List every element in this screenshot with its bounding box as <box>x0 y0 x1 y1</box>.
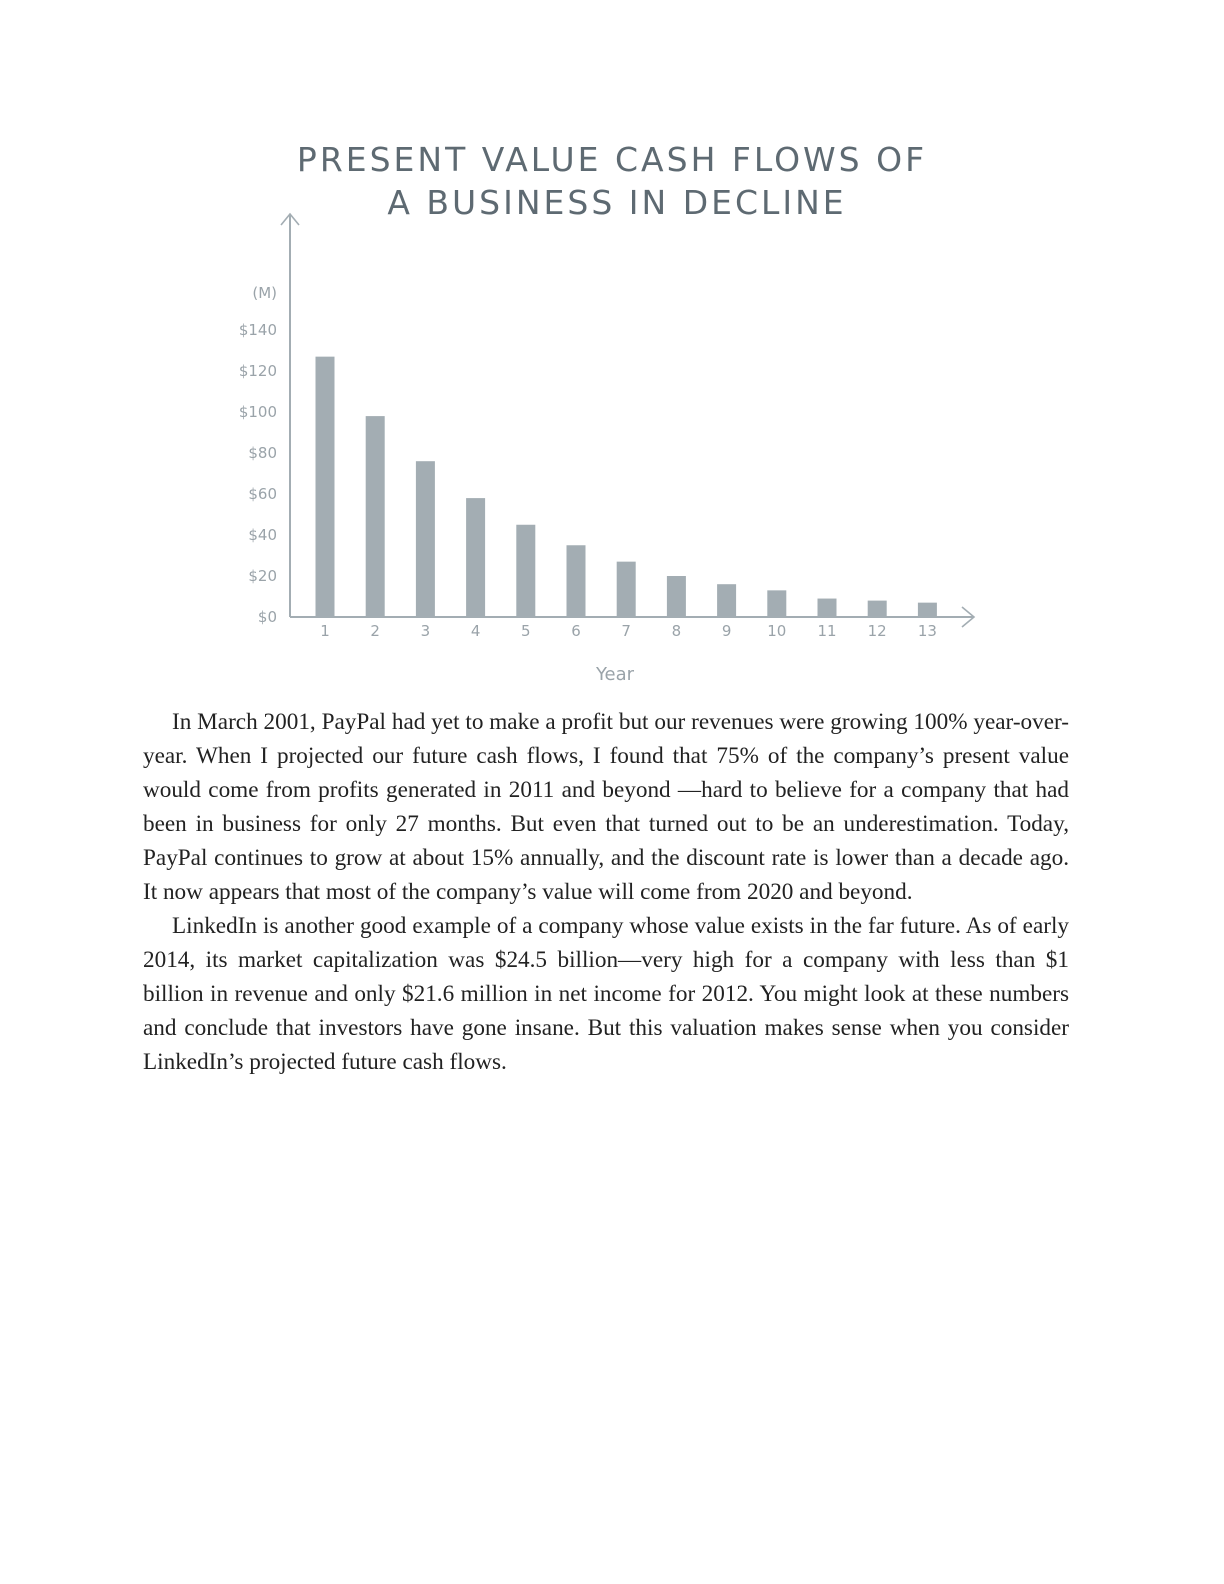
paragraph-linkedin: LinkedIn is another good example of a co… <box>143 913 1069 1075</box>
x-tick-label: 12 <box>868 622 887 640</box>
bar <box>817 598 837 617</box>
y-tick-label: $120 <box>239 362 277 380</box>
chart-title-line-2: A BUSINESS IN DECLINE <box>387 183 847 222</box>
bar <box>717 584 737 617</box>
x-tick-label: 1 <box>320 622 330 640</box>
y-tick-label: $100 <box>239 403 277 421</box>
y-tick-label: $0 <box>258 608 277 626</box>
bar <box>566 545 586 617</box>
y-tick-label: $140 <box>239 321 277 339</box>
x-tick-label: 13 <box>918 622 937 640</box>
x-tick-label: 2 <box>370 622 380 640</box>
bar <box>315 356 335 617</box>
x-tick-label: 9 <box>722 622 732 640</box>
x-tick-label: 8 <box>672 622 682 640</box>
x-tick-label: 4 <box>471 622 481 640</box>
x-tick-label: 7 <box>621 622 631 640</box>
bar <box>365 416 385 617</box>
bar-chart: $0$20$40$60$80$100$120$140 1 2 3 4 5 6 7 8 9 10 11… <box>239 212 976 685</box>
bar <box>516 524 536 617</box>
paragraph-paypal: In March 2001, PayPal had yet to make a … <box>143 709 1069 905</box>
x-tick-label: 11 <box>817 622 836 640</box>
bar <box>666 576 686 617</box>
y-tick-label: $20 <box>248 567 277 585</box>
chart-bars <box>315 356 937 617</box>
body-text: In March 2001, PayPal had yet to make a … <box>143 705 1069 1079</box>
y-tick-label: $80 <box>248 444 277 462</box>
y-axis-unit-label: (M) <box>252 284 277 302</box>
x-tick-label: 10 <box>767 622 786 640</box>
bar <box>466 498 486 617</box>
bar <box>415 461 435 617</box>
x-tick-label: 6 <box>571 622 581 640</box>
bar <box>767 590 787 617</box>
chart-title-line-1: PRESENT VALUE CASH FLOWS OF <box>296 140 928 179</box>
bar <box>867 600 887 617</box>
y-axis-arrow-icon <box>280 212 300 226</box>
chart-title: PRESENT VALUE CASH FLOWS OF A BUSINESS I… <box>0 138 1224 224</box>
x-axis-ticks: 1 2 3 4 5 6 7 8 9 10 11 12 13 <box>320 622 937 640</box>
y-axis-ticks: $0 $20 $40 $60 $80 $100 $120 $140 <box>239 321 277 626</box>
x-axis-label: Year <box>595 664 635 685</box>
x-axis-arrow-icon <box>961 606 976 628</box>
x-tick-label: 5 <box>521 622 531 640</box>
y-tick-label: $60 <box>248 485 277 503</box>
y-tick-label: $40 <box>248 526 277 544</box>
bar <box>616 561 636 617</box>
x-tick-label: 3 <box>421 622 431 640</box>
chart-figure: PRESENT VALUE CASH FLOWS OF A BUSINESS I… <box>0 0 1224 700</box>
bar <box>917 602 937 617</box>
